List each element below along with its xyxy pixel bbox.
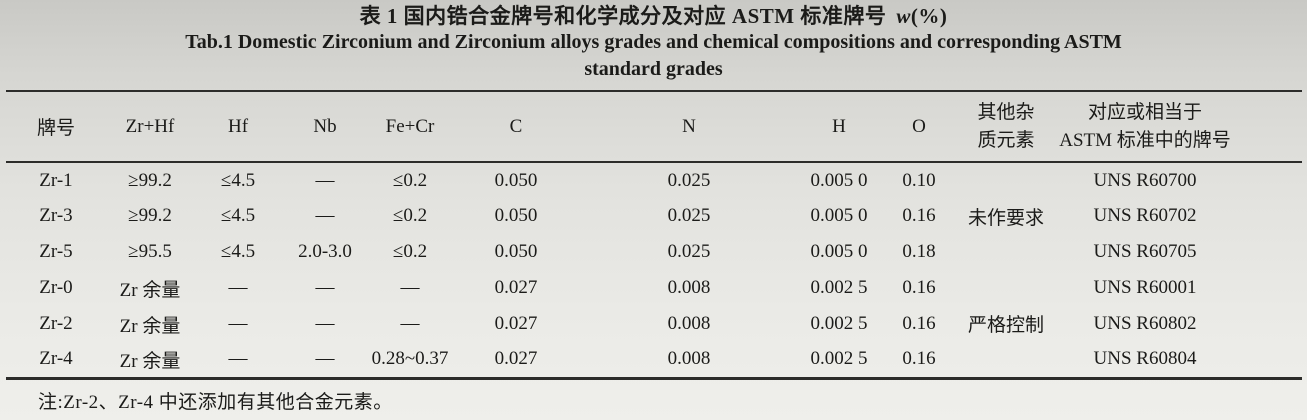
cell-hf: — — [228, 348, 248, 370]
header-astm-grade-line2: ASTM 标准中的牌号 — [1059, 129, 1231, 151]
cell-n: 0.008 — [667, 313, 711, 334]
cell-h: 0.005 0 — [810, 205, 868, 226]
cell-zr-hf: Zr 余量 — [119, 350, 181, 372]
header-other-impurities: 其他杂 质元素 — [958, 91, 1054, 163]
cell-h: 0.005 0 — [810, 241, 868, 262]
header-zr-hf: Zr+Hf — [106, 91, 194, 163]
cell-nb: 2.0-3.0 — [298, 241, 352, 262]
cell-fe-cr: 0.28~0.37 — [371, 348, 449, 370]
cell-grade: Zr-3 — [39, 205, 73, 226]
cell-h: 0.005 0 — [810, 169, 868, 191]
table-row-zr2: Zr-2 Zr 余量 — — — 0.027 0.008 0.002 5 0.1… — [6, 306, 1302, 342]
table-title-en-line2: standard grades — [584, 58, 723, 80]
cell-astm: UNS R60804 — [1093, 348, 1197, 370]
cell-n: 0.025 — [667, 169, 711, 191]
table-footnote: 注:Zr-2、Zr-4 中还添加有其他合金元素。 — [38, 391, 393, 413]
header-o: O — [880, 91, 958, 163]
cell-hf: — — [228, 313, 248, 334]
cell-hf: ≤4.5 — [220, 241, 256, 262]
cell-grade: Zr-0 — [39, 277, 73, 298]
header-nb: Nb — [282, 91, 368, 163]
cell-o: 0.16 — [902, 348, 936, 370]
cell-zr-hf: ≥99.2 — [128, 205, 172, 226]
cell-grade: Zr-4 — [39, 348, 73, 370]
cell-hf: ≤4.5 — [220, 169, 256, 191]
cell-nb: — — [315, 348, 335, 370]
header-row: 牌号 Zr+Hf Hf Nb Fe+Cr C N H O 其他杂 质元素 对应或… — [6, 91, 1302, 163]
cell-n: 0.025 — [667, 205, 711, 226]
cell-h: 0.002 5 — [810, 313, 868, 334]
table-row-zr4: Zr-4 Zr 余量 — — 0.28~0.37 0.027 0.008 0.0… — [6, 342, 1302, 378]
header-n: N — [580, 91, 798, 163]
cell-o: 0.16 — [902, 205, 936, 226]
header-h: H — [798, 91, 880, 163]
header-astm-grade: 对应或相当于 ASTM 标准中的牌号 — [1054, 91, 1302, 163]
cell-c: 0.050 — [494, 205, 538, 226]
cell-fe-cr: ≤0.2 — [392, 205, 428, 226]
cell-astm: UNS R60700 — [1093, 169, 1197, 191]
cell-c: 0.050 — [494, 241, 538, 262]
cell-o: 0.16 — [902, 277, 936, 298]
cell-astm: UNS R60001 — [1093, 277, 1197, 298]
header-c: C — [452, 91, 580, 163]
cell-n: 0.008 — [667, 348, 711, 370]
cell-hf: — — [228, 277, 248, 298]
cell-hf: ≤4.5 — [220, 205, 256, 226]
cell-c: 0.050 — [494, 169, 538, 191]
cell-grade: Zr-5 — [39, 241, 73, 262]
cell-zr-hf: Zr 余量 — [119, 279, 181, 301]
cell-zr-hf: Zr 余量 — [119, 315, 181, 337]
cell-o: 0.18 — [902, 241, 936, 262]
cell-astm: UNS R60802 — [1093, 313, 1197, 334]
cell-nb: — — [315, 169, 335, 191]
table-row-zr5: Zr-5 ≥95.5 ≤4.5 2.0-3.0 ≤0.2 0.050 0.025… — [6, 234, 1302, 270]
cell-nb: — — [315, 313, 335, 334]
cell-n: 0.008 — [667, 277, 711, 298]
header-hf: Hf — [194, 91, 282, 163]
cell-fe-cr: ≤0.2 — [392, 169, 428, 191]
cell-n: 0.025 — [667, 241, 711, 262]
cell-astm: UNS R60705 — [1093, 241, 1197, 262]
cell-grade: Zr-2 — [39, 313, 73, 334]
cell-impurity-group-strictly-controlled: 严格控制 — [967, 314, 1044, 336]
cell-impurity-group-not-required: 未作要求 — [967, 208, 1044, 229]
cell-nb: — — [315, 277, 335, 298]
cell-nb: — — [315, 205, 335, 226]
table-row-zr1: Zr-1 ≥99.2 ≤4.5 — ≤0.2 0.050 0.025 0.005… — [6, 162, 1302, 230]
header-astm-grade-line1: 对应或相当于 — [1087, 101, 1202, 123]
header-grade: 牌号 — [6, 91, 106, 163]
cell-zr-hf: ≥95.5 — [128, 241, 172, 262]
cell-c: 0.027 — [494, 277, 538, 298]
mass-fraction-unit: (%) — [910, 4, 948, 28]
cell-astm: UNS R60702 — [1093, 205, 1197, 226]
cell-o: 0.16 — [902, 313, 936, 334]
cell-zr-hf: ≥99.2 — [128, 169, 172, 191]
alloy-composition-table: 牌号 Zr+Hf Hf Nb Fe+Cr C N H O 其他杂 质元素 对应或… — [6, 90, 1302, 380]
mass-fraction-symbol: w — [896, 4, 911, 28]
table-row-zr3: Zr-3 ≥99.2 ≤4.5 — ≤0.2 0.050 0.025 0.005… — [6, 198, 1302, 234]
cell-fe-cr: — — [400, 313, 420, 334]
cell-o: 0.10 — [902, 169, 936, 191]
table-title-zh-text: 表 1 国内锆合金牌号和化学成分及对应 ASTM 标准牌号 — [359, 4, 887, 28]
cell-fe-cr: — — [400, 277, 420, 298]
header-fe-cr: Fe+Cr — [368, 91, 452, 163]
cell-c: 0.027 — [494, 313, 538, 334]
table-title-zh: 表 1 国内锆合金牌号和化学成分及对应 ASTM 标准牌号 w(%) — [0, 0, 1307, 29]
cell-c: 0.027 — [494, 348, 538, 370]
table-row-zr0: Zr-0 Zr 余量 — — — 0.027 0.008 0.002 5 0.1… — [6, 270, 1302, 336]
cell-h: 0.002 5 — [810, 277, 868, 298]
header-other-impurities-line2: 质元素 — [977, 129, 1035, 151]
cell-fe-cr: ≤0.2 — [392, 241, 428, 262]
header-other-impurities-line1: 其他杂 — [977, 101, 1035, 123]
table-title-en-line1: Tab.1 Domestic Zirconium and Zirconium a… — [185, 31, 1122, 53]
cell-grade: Zr-1 — [39, 169, 73, 191]
cell-h: 0.002 5 — [810, 348, 868, 370]
